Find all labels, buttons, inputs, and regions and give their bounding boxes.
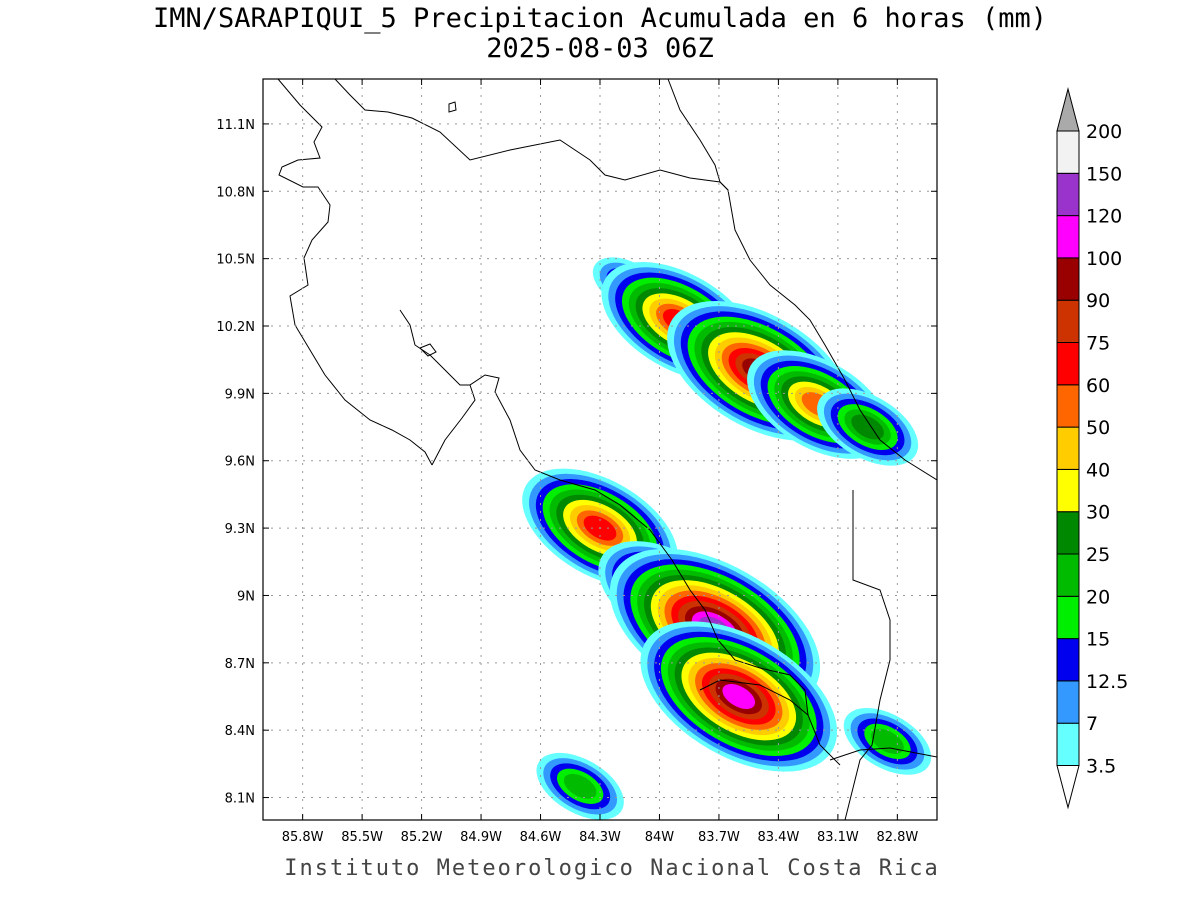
colorbar-swatch [1056, 638, 1080, 682]
panama-pacific-coast [699, 679, 937, 761]
precip-cell [640, 621, 838, 772]
lake-nicaragua-shore [334, 79, 729, 191]
precipitation-field [522, 257, 932, 820]
nicoya-lagoon [419, 343, 437, 357]
colorbar-swatch [1056, 553, 1080, 597]
island-small [448, 101, 457, 113]
precip-contour [722, 684, 756, 709]
latitude-axis: 11.1N 10.8N 10.5N 10.2N 9.9N 9.6N 9.3N 9N 8.7N 8.… [216, 118, 937, 807]
lon-tick-label: 82.8W [876, 830, 918, 845]
colorbar-swatch [1056, 426, 1080, 470]
lat-tick-label: 9N [237, 589, 255, 604]
colorbar-under-arrow [1056, 765, 1080, 810]
lat-tick-label: 9.6N [225, 455, 255, 470]
colorbar-label: 3.5 [1086, 756, 1116, 778]
precip-cell [817, 388, 919, 466]
map-footer: Instituto Meteorologico Nacional Costa R… [284, 856, 940, 881]
colorbar-swatch [1056, 468, 1080, 513]
colorbar-label: 15 [1086, 629, 1110, 651]
lat-tick-label: 8.7N [225, 657, 255, 672]
lat-tick-label: 9.3N [225, 522, 255, 537]
lon-tick-label: 84W [645, 830, 675, 845]
map-title: IMN/SARAPIQUI_5 Precipitacion Acumulada … [152, 3, 1048, 34]
colorbar-label: 120 [1086, 206, 1122, 228]
colorbar-swatch [1056, 172, 1080, 217]
precip-contour [871, 728, 904, 754]
lat-tick-label: 11.1N [216, 118, 255, 133]
map-grid [263, 79, 937, 820]
map-subtitle: 2025-08-03 06Z [486, 33, 714, 64]
colorbar-swatch [1056, 215, 1080, 259]
nicaragua-pacific-coast [277, 79, 433, 466]
colorbar-legend: 3.5 7 12.5 15 20 25 30 40 50 60 75 90 100 120 150 200 [1056, 87, 1128, 810]
lat-tick-label: 10.8N [216, 185, 255, 200]
lon-tick-label: 85.5W [341, 830, 383, 845]
lon-tick-label: 85.2W [401, 830, 443, 845]
precip-cell [843, 708, 932, 775]
lon-tick-label: 84.3W [579, 830, 621, 845]
lat-tick-label: 10.5N [216, 253, 255, 268]
colorbar-over-arrow [1056, 87, 1080, 132]
colorbar-label: 20 [1086, 586, 1110, 608]
lat-tick-label: 8.1N [225, 792, 255, 807]
colorbar-label: 100 [1086, 248, 1122, 270]
lon-tick-label: 83.4W [758, 830, 800, 845]
colorbar-swatch [1056, 130, 1080, 174]
colorbar-label: 150 [1086, 163, 1122, 185]
colorbar-label: 12.5 [1086, 671, 1128, 693]
colorbar-label: 30 [1086, 502, 1110, 524]
nicoya-gulf-coast [431, 374, 841, 766]
lat-tick-label: 9.9N [225, 387, 255, 402]
lon-tick-label: 84.9W [460, 830, 502, 845]
colorbar-swatch [1056, 299, 1080, 344]
caribbean-coast [667, 79, 937, 481]
colorbar-swatch [1056, 257, 1080, 301]
lon-tick-label: 83.1W [817, 830, 859, 845]
longitude-axis: 85.8W 85.5W 85.2W 84.9W 84.6W 84.3W 84W 83.7W 83… [282, 79, 918, 845]
colorbar-swatch [1056, 595, 1080, 640]
colorbar-label: 90 [1086, 290, 1110, 312]
colorbar-label: 75 [1086, 333, 1110, 355]
lat-tick-label: 10.2N [216, 320, 255, 335]
lon-tick-label: 83.7W [698, 830, 740, 845]
colorbar-label: 7 [1086, 713, 1098, 735]
colorbar-label: 40 [1086, 459, 1110, 481]
colorbar-label: 60 [1086, 375, 1110, 397]
coastlines [277, 79, 937, 820]
colorbar-swatch [1056, 722, 1080, 767]
lon-tick-label: 84.6W [520, 830, 562, 845]
colorbar-swatch [1056, 680, 1080, 724]
precip-cell [536, 752, 624, 820]
lat-tick-label: 8.4N [225, 724, 255, 739]
colorbar-label: 25 [1086, 544, 1110, 566]
colorbar-label: 200 [1086, 121, 1122, 143]
colorbar-label: 50 [1086, 417, 1110, 439]
colorbar-swatch [1056, 511, 1080, 555]
colorbar-swatch [1056, 384, 1080, 428]
panama-border [844, 490, 891, 820]
colorbar-swatch [1056, 342, 1080, 386]
precip-contour [563, 773, 597, 799]
lon-tick-label: 85.8W [282, 830, 324, 845]
